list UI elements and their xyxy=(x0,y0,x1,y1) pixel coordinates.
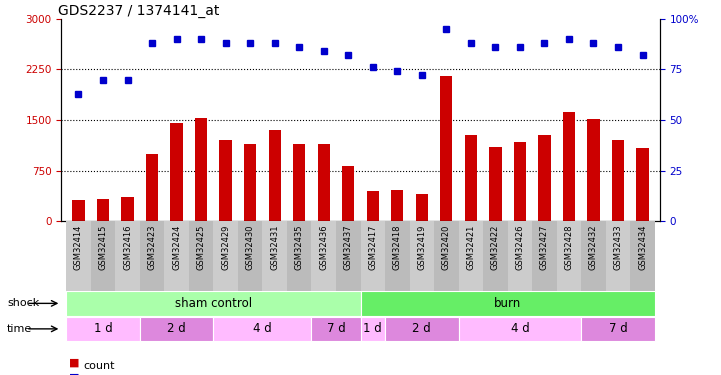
Text: 1 d: 1 d xyxy=(94,322,112,335)
Text: GSM32421: GSM32421 xyxy=(466,225,475,270)
Bar xyxy=(66,316,140,341)
Bar xyxy=(311,221,336,291)
Text: GSM32428: GSM32428 xyxy=(565,225,573,270)
Bar xyxy=(72,200,84,221)
Text: GSM32415: GSM32415 xyxy=(99,225,107,270)
Bar xyxy=(317,144,329,221)
Bar xyxy=(360,291,655,316)
Bar xyxy=(514,142,526,221)
Text: sham control: sham control xyxy=(174,297,252,310)
Bar xyxy=(588,118,600,221)
Text: 4 d: 4 d xyxy=(253,322,272,335)
Text: GSM32427: GSM32427 xyxy=(540,225,549,270)
Bar xyxy=(115,221,140,291)
Text: 2 d: 2 d xyxy=(167,322,186,335)
Bar xyxy=(581,316,655,341)
Bar xyxy=(213,221,238,291)
Text: GSM32422: GSM32422 xyxy=(491,225,500,270)
Bar xyxy=(367,191,379,221)
Bar xyxy=(360,221,385,291)
Text: ■: ■ xyxy=(68,358,79,368)
Text: GSM32417: GSM32417 xyxy=(368,225,377,270)
Bar xyxy=(268,130,280,221)
Bar xyxy=(637,148,649,221)
Bar xyxy=(164,221,189,291)
Bar xyxy=(91,221,115,291)
Bar xyxy=(336,221,360,291)
Text: 7 d: 7 d xyxy=(609,322,627,335)
Text: time: time xyxy=(7,324,32,334)
Bar xyxy=(441,76,453,221)
Bar xyxy=(459,221,483,291)
Text: GSM32430: GSM32430 xyxy=(246,225,255,270)
Text: GSM32435: GSM32435 xyxy=(295,225,304,270)
Bar xyxy=(532,221,557,291)
Text: shock: shock xyxy=(7,298,40,308)
Bar xyxy=(392,189,404,221)
Bar xyxy=(170,123,182,221)
Text: 7 d: 7 d xyxy=(327,322,345,335)
Text: GSM32431: GSM32431 xyxy=(270,225,279,270)
Bar xyxy=(66,221,91,291)
Text: count: count xyxy=(83,361,115,371)
Bar xyxy=(581,221,606,291)
Text: 4 d: 4 d xyxy=(510,322,529,335)
Bar xyxy=(213,316,311,341)
Bar xyxy=(630,221,655,291)
Text: GSM32425: GSM32425 xyxy=(197,225,205,270)
Text: GSM32426: GSM32426 xyxy=(516,225,524,270)
Bar xyxy=(195,118,207,221)
Text: GDS2237 / 1374141_at: GDS2237 / 1374141_at xyxy=(58,4,220,18)
Bar xyxy=(140,221,164,291)
Bar xyxy=(416,194,428,221)
Text: GSM32420: GSM32420 xyxy=(442,225,451,270)
Bar xyxy=(508,221,532,291)
Bar xyxy=(219,140,231,221)
Bar xyxy=(121,197,133,221)
Bar xyxy=(612,140,624,221)
Bar xyxy=(490,147,502,221)
Text: GSM32436: GSM32436 xyxy=(319,225,328,270)
Bar xyxy=(465,135,477,221)
Bar xyxy=(146,154,158,221)
Bar xyxy=(434,221,459,291)
Text: GSM32429: GSM32429 xyxy=(221,225,230,270)
Text: GSM32437: GSM32437 xyxy=(344,225,353,270)
Bar xyxy=(483,221,508,291)
Bar xyxy=(360,316,385,341)
Bar xyxy=(97,199,109,221)
Bar xyxy=(287,221,311,291)
Text: burn: burn xyxy=(494,297,521,310)
Bar xyxy=(385,221,410,291)
Bar xyxy=(606,221,630,291)
Bar xyxy=(244,144,256,221)
Bar xyxy=(557,221,581,291)
Bar xyxy=(189,221,213,291)
Bar xyxy=(66,291,360,316)
Text: GSM32414: GSM32414 xyxy=(74,225,83,270)
Text: GSM32424: GSM32424 xyxy=(172,225,181,270)
Text: GSM32418: GSM32418 xyxy=(393,225,402,270)
Bar xyxy=(563,112,575,221)
Bar xyxy=(140,316,213,341)
Bar xyxy=(385,316,459,341)
Text: GSM32434: GSM32434 xyxy=(638,225,647,270)
Text: ■: ■ xyxy=(68,373,79,375)
Bar xyxy=(539,135,551,221)
Bar xyxy=(459,316,581,341)
Text: GSM32419: GSM32419 xyxy=(417,225,426,270)
Bar xyxy=(410,221,434,291)
Bar xyxy=(238,221,262,291)
Text: GSM32416: GSM32416 xyxy=(123,225,132,270)
Text: GSM32433: GSM32433 xyxy=(614,225,622,270)
Bar xyxy=(311,316,360,341)
Text: 1 d: 1 d xyxy=(363,322,382,335)
Text: 2 d: 2 d xyxy=(412,322,431,335)
Text: GSM32423: GSM32423 xyxy=(148,225,156,270)
Bar xyxy=(342,166,354,221)
Bar xyxy=(293,144,305,221)
Bar xyxy=(262,221,287,291)
Text: GSM32432: GSM32432 xyxy=(589,225,598,270)
